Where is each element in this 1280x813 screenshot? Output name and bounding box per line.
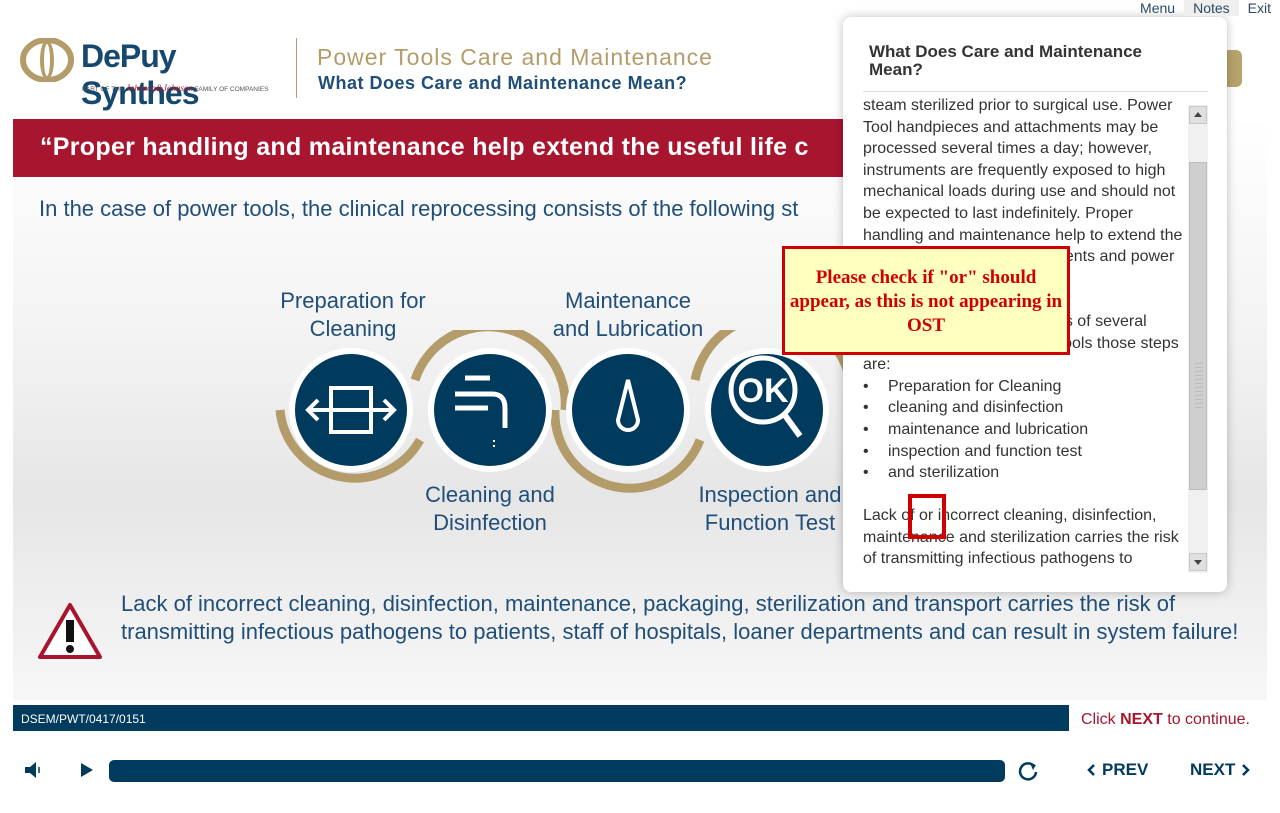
notes-bullet: cleaning and disinfection: [863, 397, 1183, 419]
step-label-maintenance: Maintenance and Lubrication: [552, 288, 704, 341]
arrows-box-icon: [305, 386, 397, 434]
scroll-down-button[interactable]: [1189, 553, 1207, 571]
chevron-left-icon: [1087, 764, 1095, 776]
step-label-cleaning: Cleaning and Disinfection: [425, 482, 555, 535]
scroll-thumb[interactable]: [1189, 162, 1207, 490]
review-highlight-box: [908, 494, 946, 539]
svg-text:OK: OK: [738, 372, 789, 410]
next-button[interactable]: NEXT: [1190, 760, 1251, 780]
gold-arc-2: [410, 330, 570, 411]
notes-bullet: maintenance and lubrication: [863, 419, 1183, 441]
top-links: Menu Notes Exit: [1131, 0, 1280, 16]
notes-bullet: inspection and function test: [863, 441, 1183, 463]
notes-title: What Does Care and Maintenance Mean?: [869, 42, 1143, 79]
brand-subline: PART OF THE Johnson&Johnson FAMILY OF CO…: [82, 83, 269, 93]
step-label-inspection: Inspection and Function Test: [698, 482, 842, 535]
quote-banner: [13, 119, 913, 177]
scroll-grip: [1195, 363, 1203, 411]
faucet-icon: [455, 375, 508, 450]
exit-link[interactable]: Exit: [1247, 0, 1271, 16]
header-divider: [296, 38, 297, 98]
replay-icon[interactable]: [1017, 760, 1039, 782]
click-next-hint: Click NEXT to continue.: [1081, 711, 1250, 728]
chevron-right-icon: [1242, 764, 1251, 776]
notes-scrollbar[interactable]: [1188, 105, 1208, 573]
gold-arc-3: [550, 409, 705, 493]
prev-button[interactable]: PREV: [1086, 760, 1148, 780]
quote-text: “Proper handling and maintenance help ex…: [40, 133, 809, 161]
step-label-preparation: Preparation for Cleaning: [280, 288, 426, 341]
scroll-down-icon: [1194, 560, 1202, 565]
notes-bullet: Preparation for Cleaning: [863, 376, 1183, 398]
depuy-synthes-logo: DePuy Synthes PART OF THE Johnson&Johnso…: [20, 36, 295, 111]
brand-name: DePuy Synthes: [81, 38, 199, 111]
scroll-up-button[interactable]: [1189, 106, 1207, 124]
gold-arc-1: [275, 409, 424, 483]
volume-icon[interactable]: [23, 761, 45, 779]
warning-text: Lack of incorrect cleaning, disinfection…: [121, 591, 1239, 644]
notes-step-list: Preparation for Cleaning cleaning and di…: [863, 376, 1183, 484]
play-icon[interactable]: [79, 761, 95, 779]
intro-text: In the case of power tools, the clinical…: [39, 196, 799, 221]
notes-paragraph-3: Lack of or incorrect cleaning, disinfect…: [863, 507, 1179, 568]
drop-icon: [615, 379, 641, 432]
course-title: Power Tools Care and Maintenance: [317, 44, 713, 70]
step-3-circle: [572, 354, 684, 466]
page-title: What Does Care and Maintenance Mean?: [318, 73, 688, 93]
progress-bar[interactable]: [109, 760, 1005, 782]
warning-triangle-icon: [38, 603, 102, 659]
step-4-circle: [711, 354, 823, 466]
notes-bullet: and sterilization: [863, 462, 1183, 484]
step-2-circle: [434, 354, 546, 466]
ok-magnifier-icon: OK: [728, 355, 803, 438]
document-code: DSEM/PWT/0417/0151: [21, 712, 146, 726]
menu-link[interactable]: Menu: [1140, 0, 1176, 16]
review-comment-callout: Please check if "or" should appear, as t…: [782, 246, 1070, 355]
code-bar: [13, 705, 1069, 731]
scroll-up-icon: [1194, 112, 1202, 117]
notes-divider: [863, 91, 1208, 92]
process-steps-diagram: OK: [275, 330, 860, 493]
notes-link[interactable]: Notes: [1184, 0, 1239, 16]
logo-rings-icon: [20, 38, 74, 82]
